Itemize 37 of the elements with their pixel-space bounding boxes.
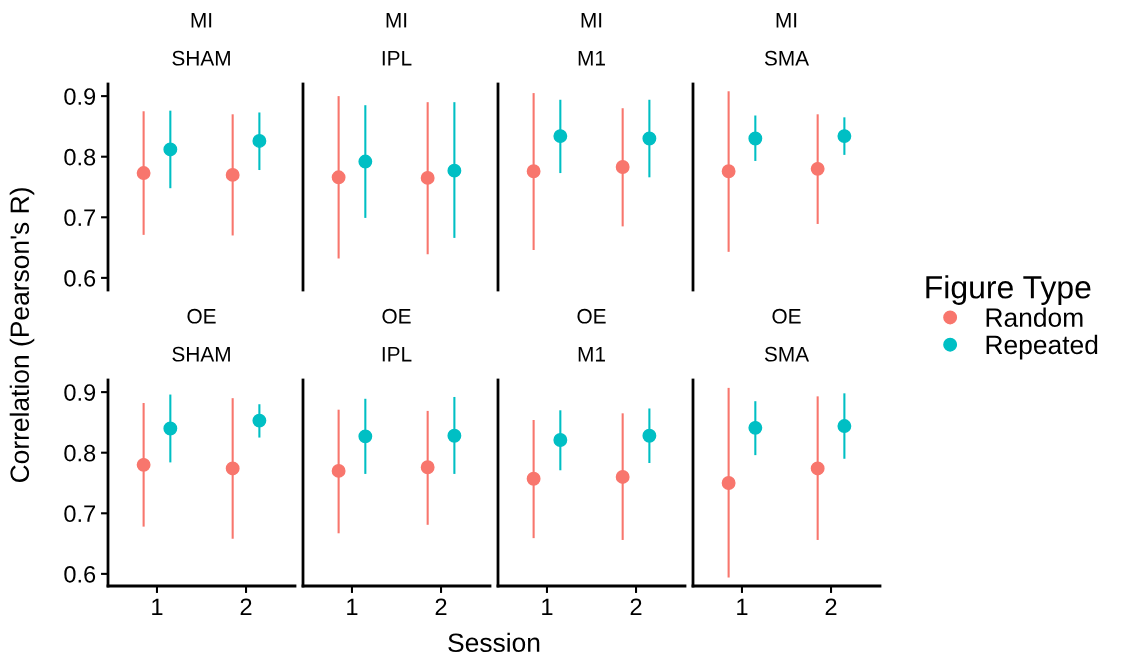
y-tick-label: 0.6: [64, 269, 96, 287]
y-tick-label: 0.7: [64, 505, 96, 523]
chart-title: OE: [382, 308, 411, 324]
y-tick-label: 0.9: [64, 384, 96, 401]
chart-title: OE: [187, 308, 216, 324]
y-tick-label: 0.8: [64, 444, 96, 462]
x-tick-label: 2: [630, 598, 642, 615]
chart-subtitle: IPL: [382, 347, 412, 362]
legend-title: Figure Type: [926, 275, 1091, 305]
chart-subtitle: SHAM: [172, 50, 230, 66]
chart-subtitle: IPL: [382, 51, 412, 66]
chart-title: MI: [581, 13, 602, 28]
legend-label: Random: [986, 307, 1083, 327]
chart-title: MI: [776, 13, 797, 28]
chart-subtitle: SMA: [764, 50, 810, 66]
chart-subtitle: M1: [578, 347, 605, 362]
chart-title: MI: [191, 13, 212, 28]
x-tick-label: 2: [240, 598, 252, 615]
chart-subtitle: SMA: [764, 346, 810, 362]
y-axis-title: Correlation (Pearson's R): [9, 188, 35, 483]
chart-title: MI: [386, 13, 407, 28]
x-tick-label: 2: [825, 598, 837, 615]
x-tick-label: 1: [152, 598, 163, 615]
x-axis-title: Session: [448, 632, 540, 653]
x-tick-label: 1: [737, 598, 748, 615]
chart-title: OE: [772, 308, 801, 324]
chart-subtitle: SHAM: [172, 346, 230, 362]
y-tick-label: 0.6: [64, 565, 96, 583]
chart-title: OE: [577, 308, 606, 324]
x-tick-label: 1: [347, 598, 358, 615]
x-tick-label: 1: [542, 598, 553, 615]
legend-label: Repeated: [986, 334, 1098, 360]
x-tick-label: 2: [435, 598, 447, 615]
y-tick-label: 0.7: [64, 209, 96, 227]
y-tick-label: 0.9: [64, 88, 96, 105]
y-tick-label: 0.8: [64, 148, 96, 166]
chart-subtitle: M1: [578, 51, 605, 66]
